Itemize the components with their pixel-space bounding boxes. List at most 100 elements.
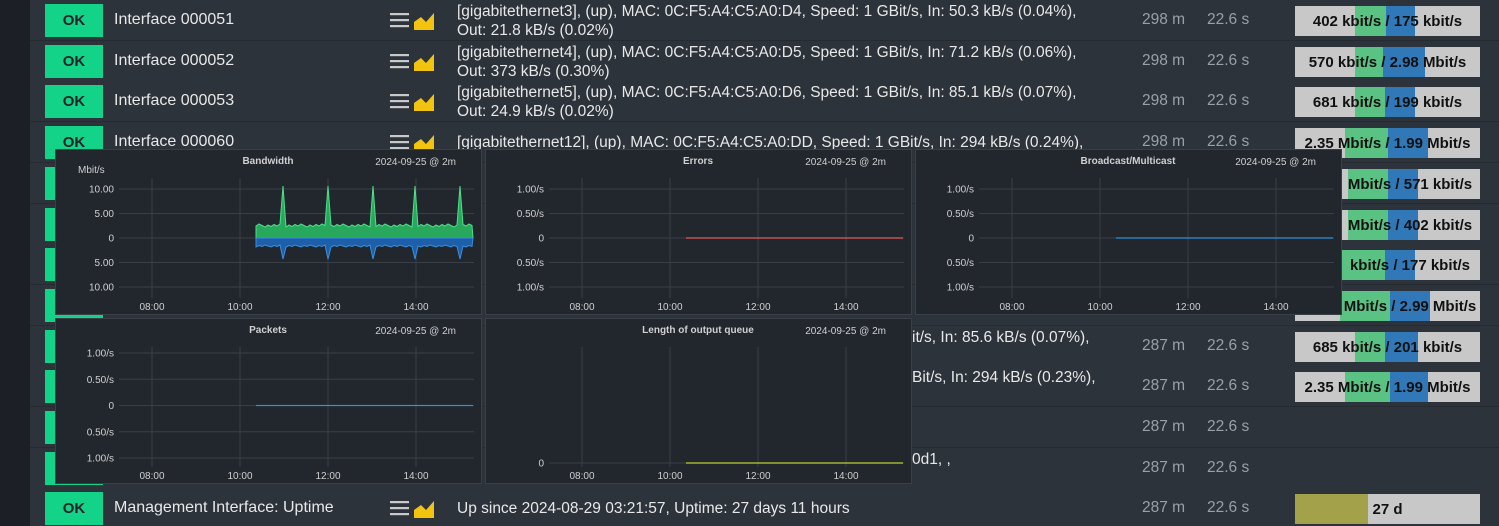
x-tick-label: 12:00: [315, 471, 340, 482]
menu-icon: [390, 513, 409, 516]
check-age: 22.6 s: [1207, 418, 1250, 435]
perfometer: 681 kbit/s / 199 kbit/s: [1295, 87, 1480, 117]
x-tick-label: 08:00: [569, 302, 594, 313]
perf-in: [1355, 47, 1383, 77]
perf-in: [1345, 128, 1388, 158]
y-tick-label: 0.50/s: [87, 375, 114, 386]
plugin-output: Out: 373 kB/s (0.30%): [457, 63, 610, 80]
x-tick-label: 10:00: [227, 302, 252, 313]
graph-date: 2024-09-25 @ 2m: [805, 157, 886, 168]
menu-icon: [390, 100, 409, 103]
in-trace: [255, 185, 474, 239]
perf-in: [1355, 6, 1386, 36]
perf-label: 402 kbit/s / 175 kbit/s: [1312, 13, 1463, 30]
state-age: 298 m: [1142, 52, 1186, 69]
menu-icon: [390, 501, 409, 504]
x-tick-label: 10:00: [657, 302, 682, 313]
y-tick-label: 0: [108, 401, 114, 412]
perfometer: 27 d: [1295, 494, 1480, 524]
graph-title: Errors: [683, 156, 713, 167]
perf-out: [1385, 332, 1418, 362]
graph-popup: Broadcast/Multicast 2024-09-25 @ 2m 1.00/s…: [915, 149, 1342, 315]
x-tick-label: 10:00: [1087, 302, 1112, 313]
sidebar: [0, 0, 30, 526]
state-badge[interactable]: OK: [45, 492, 103, 525]
y-tick-label: 1.00/s: [87, 349, 114, 360]
perf-out: [1390, 291, 1430, 321]
graph-title: Packets: [249, 325, 287, 336]
state-badge[interactable]: OK: [45, 45, 103, 78]
graph-icon: [414, 13, 434, 30]
state-age: 287 m: [1142, 337, 1186, 354]
plugin-output: it/s, In: 85.6 kB/s (0.07%),: [912, 329, 1090, 346]
graph-popup: Length of output queue 2024-09-25 @ 2m 0 08…: [485, 318, 912, 484]
y-tick-label: 0.50/s: [947, 209, 974, 220]
perf-out: [1388, 210, 1418, 240]
x-tick-label: 12:00: [745, 302, 770, 313]
graph-icon: [414, 135, 434, 152]
graph-title: Broadcast/Multicast: [1080, 156, 1176, 167]
action-icons: [390, 54, 434, 71]
perf-label: kbit/s / 177 kbit/s: [1349, 257, 1471, 274]
x-tick-label: 14:00: [403, 471, 428, 482]
state-age: 287 m: [1142, 418, 1186, 435]
action-icons: [390, 501, 434, 518]
action-icons: [390, 135, 434, 152]
graph: Length of output queue 2024-09-25 @ 2m 0 08…: [538, 325, 904, 482]
perfometer: 685 kbit/s / 201 kbit/s: [1295, 332, 1480, 362]
perf-in: [1348, 169, 1388, 199]
state-age: 287 m: [1142, 459, 1186, 476]
menu-icon: [390, 106, 409, 109]
menu-icon: [390, 147, 409, 150]
menu-icon: [390, 19, 409, 22]
x-tick-label: 10:00: [657, 471, 682, 482]
perf-label: 2.35 Mbit/s / 1.99 Mbit/s: [1304, 135, 1471, 152]
menu-icon: [390, 13, 409, 16]
graph-title: Length of output queue: [642, 325, 754, 336]
x-tick-label: 08:00: [139, 302, 164, 313]
perf-fill: [1295, 494, 1368, 524]
graph-popup: Packets 2024-09-25 @ 2m 1.00/s 0.50/s 0 0.50/…: [55, 318, 482, 484]
plugin-output: [gigabitethernet3], (up), MAC: 0C:F5:A4:…: [457, 3, 1077, 20]
x-tick-label: 10:00: [227, 471, 252, 482]
graph-popup: Bandwidth 2024-09-25 @ 2m Mbit/s 10.00 5.00 0…: [55, 149, 482, 315]
x-tick-label: 14:00: [833, 302, 858, 313]
graph: Packets 2024-09-25 @ 2m 1.00/s 0.50/s 0 0.50/…: [87, 325, 474, 482]
state-age: 298 m: [1142, 92, 1186, 109]
y-tick-label: 1.00/s: [517, 283, 544, 294]
perf-label: 2.35 Mbit/s / 1.99 Mbit/s: [1304, 379, 1471, 396]
y-unit: Mbit/s: [78, 165, 105, 176]
perfometer: 2.35 Mbit/s / 1.99 Mbit/s: [1295, 128, 1480, 158]
graph-icon: [414, 501, 434, 518]
perf-in: [1340, 291, 1390, 321]
action-icons: [390, 13, 434, 30]
menu-icon: [390, 66, 409, 69]
y-tick-label: 10.00: [89, 283, 114, 294]
graph-title: Bandwidth: [242, 156, 293, 167]
service-row: OK Interface 000052 [gigabitethernet4], (u…: [30, 41, 1499, 82]
y-tick-label: 0: [968, 234, 974, 245]
menu-icon: [390, 25, 409, 28]
perf-label: 570 kbit/s / 2.98 Mbit/s: [1308, 54, 1467, 71]
state-badge[interactable]: OK: [45, 4, 103, 37]
state-badge[interactable]: OK: [45, 85, 103, 118]
check-age: 22.6 s: [1207, 133, 1250, 150]
x-tick-label: 12:00: [745, 471, 770, 482]
check-age: 22.6 s: [1207, 92, 1250, 109]
perf-label: 27 d: [1372, 501, 1403, 518]
check-age: 22.6 s: [1207, 377, 1250, 394]
service-name: Interface 000060: [114, 133, 235, 150]
perf-in: [1345, 372, 1390, 402]
plugin-output: Out: 24.9 kB/s (0.02%): [457, 103, 614, 120]
perf-out: [1388, 128, 1428, 158]
y-tick-label: 0.50/s: [517, 258, 544, 269]
menu-icon: [390, 54, 409, 57]
perf-label: 681 kbit/s / 199 kbit/s: [1312, 94, 1463, 111]
plugin-output: [gigabitethernet4], (up), MAC: 0C:F5:A4:…: [457, 44, 1077, 61]
perf-label: Mbit/s / 402 kbit/s: [1347, 217, 1473, 234]
perf-label: 685 kbit/s / 201 kbit/s: [1312, 339, 1463, 356]
x-tick-label: 08:00: [139, 471, 164, 482]
perfometer: 2.35 Mbit/s / 1.99 Mbit/s: [1295, 372, 1480, 402]
x-tick-label: 14:00: [833, 471, 858, 482]
